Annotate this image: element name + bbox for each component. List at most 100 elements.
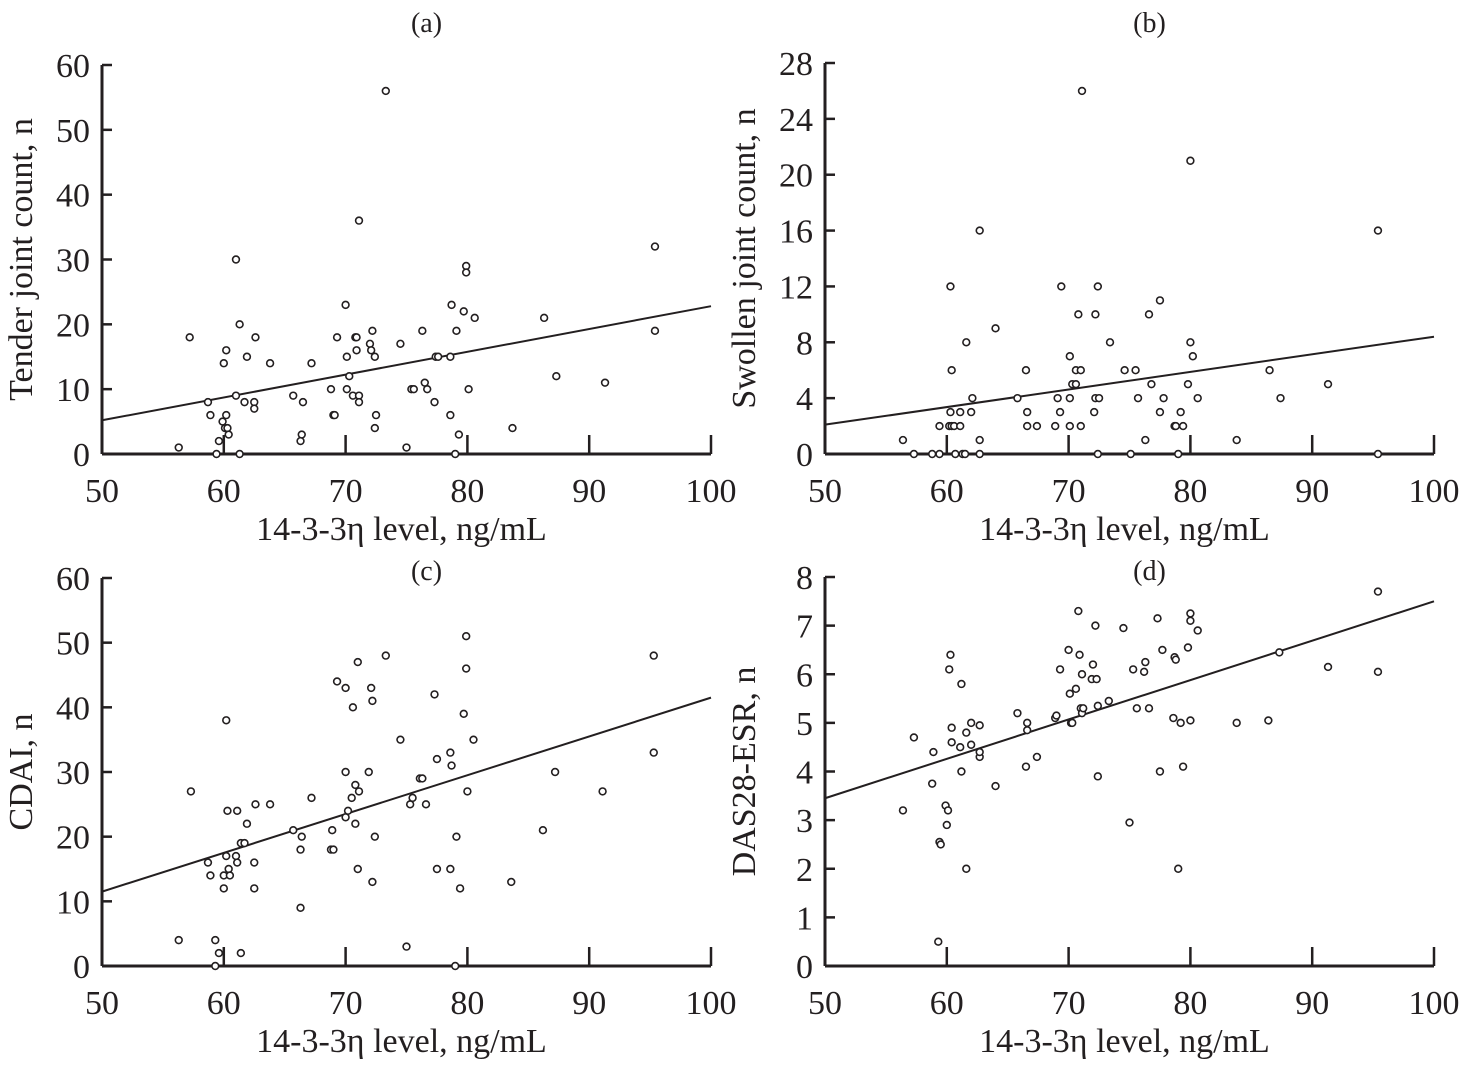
y-tick-label: 60	[56, 561, 90, 598]
y-tick-label: 7	[796, 609, 813, 646]
data-point	[402, 443, 411, 452]
data-point	[1093, 449, 1103, 459]
data-point	[452, 326, 461, 336]
data-point	[1171, 421, 1180, 431]
data-point	[1186, 716, 1195, 725]
data-point	[174, 935, 183, 945]
x-tick-label: 100	[686, 985, 737, 1022]
data-point	[236, 948, 246, 958]
data-point	[307, 793, 316, 803]
data-point	[1373, 667, 1383, 677]
data-point	[936, 840, 945, 849]
data-point	[927, 449, 937, 459]
data-point	[446, 410, 455, 420]
data-point	[347, 793, 356, 803]
x-tick-label: 80	[450, 473, 484, 510]
data-point	[1126, 449, 1135, 459]
data-point	[296, 436, 305, 446]
data-point	[1373, 226, 1383, 235]
data-point	[329, 845, 338, 854]
data-point	[446, 748, 455, 757]
data-point	[454, 430, 464, 439]
x-tick-label: 100	[686, 473, 737, 510]
data-point	[1120, 366, 1129, 375]
data-point	[296, 903, 305, 912]
data-point	[966, 407, 976, 417]
y-tick-label: 8	[796, 560, 813, 597]
data-point	[935, 421, 944, 431]
data-point	[381, 86, 390, 96]
data-point	[1128, 665, 1138, 674]
data-point	[354, 397, 364, 407]
x-tick-label: 50	[808, 473, 842, 510]
data-point	[650, 242, 660, 251]
data-point	[946, 650, 955, 659]
data-point	[1077, 670, 1087, 679]
data-point	[1052, 711, 1061, 720]
x-tick-label: 70	[329, 473, 363, 510]
data-point	[943, 806, 953, 815]
y-axis-label: DAS28-ESR, n	[726, 667, 763, 877]
data-point	[1144, 310, 1154, 319]
data-point	[1091, 310, 1100, 319]
data-point	[452, 832, 461, 841]
y-tick-label: 60	[56, 48, 90, 85]
data-point	[1093, 772, 1103, 781]
data-point	[1183, 643, 1193, 652]
data-point	[231, 391, 241, 400]
data-point	[1074, 310, 1083, 319]
data-point	[975, 449, 984, 459]
panel-title: (d)	[1133, 556, 1166, 587]
data-point	[250, 884, 259, 893]
data-point	[1373, 587, 1383, 596]
x-tick-label: 50	[85, 473, 119, 510]
data-point	[538, 825, 548, 835]
data-point	[447, 761, 456, 770]
data-point	[1076, 366, 1085, 375]
data-point	[455, 884, 465, 893]
data-point	[341, 683, 350, 693]
data-point	[342, 384, 352, 394]
data-point	[1193, 626, 1202, 635]
y-tick-label: 10	[56, 372, 90, 409]
data-point	[539, 313, 549, 323]
data-point	[1155, 767, 1165, 776]
panel-title: (c)	[411, 556, 442, 587]
data-point	[222, 346, 231, 355]
data-point	[951, 449, 960, 459]
data-point	[966, 740, 976, 749]
data-point	[1169, 713, 1178, 723]
x-tick-label: 50	[808, 985, 842, 1022]
data-point	[1074, 606, 1083, 616]
data-point	[432, 864, 442, 874]
data-point	[418, 326, 427, 336]
data-point	[326, 384, 336, 394]
data-point	[423, 384, 432, 394]
data-point	[1053, 393, 1062, 403]
data-point	[947, 723, 956, 732]
data-point	[371, 410, 381, 420]
data-point	[552, 372, 561, 381]
chart-panel-d: (d) 50 60 70 80 90 100 0 1 2 3 4 5 6 7 8 14-3-3η level, …	[726, 556, 1460, 1060]
data-point	[232, 858, 242, 867]
x-tick-label: 90	[1295, 985, 1329, 1022]
chart-panel-b: (b) 50 60 70 80 90 100 0 4 8 12 16 20 24 28 14-3-3η lev…	[726, 8, 1460, 548]
data-point	[298, 397, 308, 407]
data-point	[289, 825, 298, 835]
data-point	[1155, 407, 1165, 417]
data-point	[898, 435, 908, 445]
data-point	[433, 352, 443, 361]
x-tick-label: 70	[1052, 473, 1086, 510]
data-point	[219, 884, 229, 893]
data-point	[1265, 366, 1274, 375]
data-point	[1013, 393, 1022, 403]
data-point	[459, 709, 468, 718]
data-point	[1065, 352, 1075, 361]
data-point	[909, 449, 919, 459]
data-point	[1089, 407, 1099, 417]
data-point	[396, 339, 405, 348]
data-point	[1064, 645, 1073, 655]
data-point	[185, 333, 194, 342]
data-point	[1188, 352, 1198, 361]
data-point	[224, 864, 233, 874]
